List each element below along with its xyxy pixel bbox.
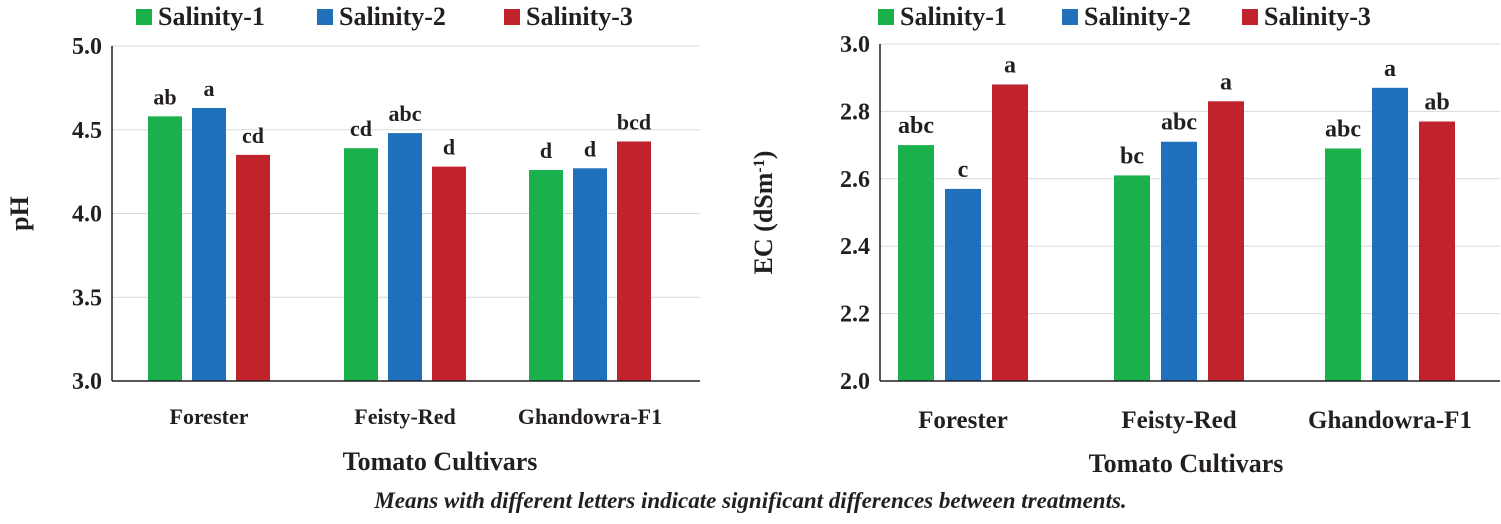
significance-label: cd [242, 123, 264, 148]
bar [388, 133, 422, 381]
legend-label: Salinity-2 [1084, 2, 1191, 31]
legend-swatch [317, 9, 333, 25]
bar [344, 148, 378, 381]
y-tick-label: 3.5 [72, 285, 102, 311]
y-tick-label: 3.0 [72, 369, 102, 395]
significance-label: c [958, 157, 969, 183]
bar [236, 154, 270, 381]
bar [432, 166, 466, 381]
legend-swatch [1062, 9, 1078, 25]
x-tick-label: Feisty-Red [1121, 407, 1236, 434]
significance-label: bcd [617, 109, 651, 134]
significance-label: abc [1161, 110, 1197, 136]
legend-label: Salinity-1 [900, 2, 1007, 31]
x-tick-label: Feisty-Red [354, 404, 455, 429]
legend-swatch [136, 9, 152, 25]
significance-label: abc [898, 113, 934, 139]
legend-swatch [1242, 9, 1258, 25]
bar [945, 188, 981, 381]
bar [1325, 148, 1361, 381]
significance-label: bc [1120, 143, 1144, 169]
bar [1208, 101, 1244, 381]
significance-label: a [1384, 56, 1396, 82]
x-axis-title: Tomato Cultivars [343, 447, 538, 476]
y-axis-title: EC (dSm-1) [749, 151, 778, 275]
bar [1419, 121, 1455, 381]
legend-swatch [504, 9, 520, 25]
y-tick-label: 3.0 [840, 32, 870, 58]
y-tick-label: 2.8 [840, 99, 870, 125]
significance-label: cd [350, 116, 372, 141]
x-tick-label: Ghandowra-F1 [518, 404, 662, 429]
legend-swatch [878, 9, 894, 25]
x-axis-title: Tomato Cultivars [1089, 449, 1284, 478]
significance-label: abc [1325, 116, 1361, 142]
bar [573, 168, 607, 381]
bar [192, 107, 226, 381]
bar [898, 145, 934, 381]
legend-label: Salinity-1 [158, 2, 265, 31]
significance-label: a [1220, 69, 1232, 95]
legend-label: Salinity-2 [339, 2, 446, 31]
y-tick-label: 4.5 [72, 118, 102, 144]
x-tick-label: Ghandowra-F1 [1308, 407, 1472, 434]
y-tick-label: 2.2 [840, 302, 870, 328]
bar [1114, 175, 1150, 381]
significance-label: ab [153, 84, 176, 109]
significance-label: a [1004, 52, 1016, 78]
significance-label: a [204, 76, 215, 101]
y-tick-label: 2.4 [840, 234, 870, 260]
bar [148, 116, 182, 381]
bar [529, 169, 563, 381]
y-tick-label: 2.6 [840, 167, 870, 193]
significance-label: ab [1424, 90, 1449, 116]
y-axis-title: pH [5, 196, 34, 231]
bar [992, 84, 1028, 381]
y-tick-label: 4.0 [72, 202, 102, 228]
ec-chart: 2.02.22.42.62.83.0abcbcabccabcaaaabFores… [749, 2, 1500, 478]
bar [1161, 141, 1197, 381]
legend-label: Salinity-3 [1264, 2, 1371, 31]
significance-label: d [584, 136, 596, 161]
bar [1372, 87, 1408, 381]
x-tick-label: Forester [170, 404, 249, 429]
significance-label: abc [389, 101, 422, 126]
significance-label: d [443, 135, 455, 160]
significance-label: d [540, 138, 552, 163]
legend-label: Salinity-3 [526, 2, 633, 31]
footnote: Means with different letters indicate si… [374, 488, 1127, 513]
y-tick-label: 5.0 [72, 34, 102, 60]
x-tick-label: Forester [918, 407, 1008, 434]
y-tick-label: 2.0 [840, 369, 870, 395]
bar [617, 141, 651, 381]
